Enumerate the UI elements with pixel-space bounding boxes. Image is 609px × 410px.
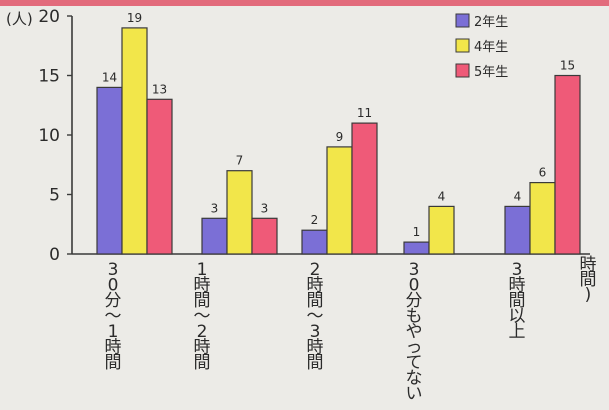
bar-value-label: 4 xyxy=(438,189,446,203)
bar-value-label: 7 xyxy=(236,154,244,168)
x-category-label-char: 以 xyxy=(509,307,526,327)
bar-value-label: 3 xyxy=(211,201,219,215)
bar-value-label: 15 xyxy=(560,59,575,73)
y-tick-label: 15 xyxy=(38,67,60,87)
x-category-label-char: 時 xyxy=(307,276,324,296)
x-category-label-char: 3 xyxy=(108,260,119,280)
x-category-label-char: 時 xyxy=(509,276,526,296)
legend-swatch xyxy=(455,38,470,53)
y-tick-label: 20 xyxy=(38,7,60,27)
bar xyxy=(428,205,455,255)
x-category-label-char: も xyxy=(406,307,423,327)
bar xyxy=(554,74,581,255)
x-category-label-char: 時 xyxy=(194,276,211,296)
bar xyxy=(301,229,328,255)
paper-top-border xyxy=(0,0,609,6)
bar-value-label: 19 xyxy=(127,11,142,25)
x-category-label-char: 時 xyxy=(105,338,122,358)
bar-value-label: 11 xyxy=(357,106,372,120)
x-category-label-char: 〜 xyxy=(307,307,324,327)
x-unit-label-char: 間 xyxy=(580,270,597,290)
legend-label: 2年生 xyxy=(474,15,508,30)
x-category-label-char: 0 xyxy=(108,276,119,296)
legend-swatch xyxy=(455,63,470,78)
bar xyxy=(403,241,430,255)
legend-label: 4年生 xyxy=(474,40,508,55)
bar xyxy=(529,182,556,255)
x-category-label-char: 1 xyxy=(108,322,119,342)
x-category-label-char: 2 xyxy=(197,322,208,342)
y-tick-label: 10 xyxy=(38,126,60,146)
bar-value-label: 9 xyxy=(336,130,344,144)
x-category-label: 30分〜1時間 xyxy=(105,260,122,373)
y-tick-label: 0 xyxy=(49,245,60,265)
bar-value-label: 1 xyxy=(413,225,421,239)
bar xyxy=(351,122,378,255)
x-category-label-char: て xyxy=(406,353,423,373)
x-category-label-char: 分 xyxy=(105,291,122,311)
x-category-label-char: 〜 xyxy=(194,307,211,327)
x-category-label-char: 3 xyxy=(310,322,321,342)
x-category-label-char: 間 xyxy=(194,291,211,311)
bar-value-label: 13 xyxy=(152,82,167,96)
bar-value-label: 14 xyxy=(102,70,117,84)
y-tick-label: 5 xyxy=(49,186,60,206)
y-unit-label: (人) xyxy=(6,10,33,28)
bar xyxy=(504,205,531,255)
x-category-label-char: 3 xyxy=(409,260,420,280)
x-category-label-char: 2 xyxy=(310,260,321,280)
bar-value-label: 2 xyxy=(311,213,319,227)
x-category-label-char: っ xyxy=(406,338,423,358)
x-category-label-char: 間 xyxy=(307,353,324,373)
x-category-label-char: 分 xyxy=(406,291,423,311)
legend: 2年生 4年生 5年生 xyxy=(455,13,508,80)
x-unit-label-group: 時間) xyxy=(580,255,597,305)
x-category-label-char: 上 xyxy=(509,322,526,342)
x-category-label-char: な xyxy=(406,369,423,389)
bar xyxy=(326,146,353,255)
x-unit-label-char: 時 xyxy=(580,255,597,275)
x-category-label-char: 間 xyxy=(105,353,122,373)
bar xyxy=(201,217,228,255)
x-category-label: 2時間〜3時間 xyxy=(307,260,324,373)
x-category-label-char: い xyxy=(406,384,423,404)
x-category-label-char: 間 xyxy=(194,353,211,373)
x-category-label-char: 1 xyxy=(197,260,208,280)
x-category-label-char: 〜 xyxy=(105,307,122,327)
bar xyxy=(251,217,278,255)
bars-group xyxy=(96,27,581,255)
x-unit-label-char: ) xyxy=(585,285,592,305)
x-category-label-char: 間 xyxy=(307,291,324,311)
bar-value-label: 4 xyxy=(514,189,522,203)
bar xyxy=(121,27,148,255)
y-ticks: 0 5 10 15 20 xyxy=(38,7,72,265)
x-category-label: 1時間〜2時間 xyxy=(194,260,211,373)
bar xyxy=(146,98,173,255)
x-category-label-char: 間 xyxy=(509,291,526,311)
bar xyxy=(226,170,253,255)
x-category-label-char: 時 xyxy=(194,338,211,358)
legend-swatch xyxy=(455,13,470,28)
x-category-label-char: 3 xyxy=(512,260,523,280)
bar-value-label: 3 xyxy=(261,201,269,215)
bar xyxy=(96,86,123,255)
legend-label: 5年生 xyxy=(474,65,508,80)
x-category-label-char: 0 xyxy=(409,276,420,296)
bar-value-label: 6 xyxy=(539,166,547,180)
x-category-label-char: 時 xyxy=(307,338,324,358)
x-category-label-char: や xyxy=(406,322,423,342)
